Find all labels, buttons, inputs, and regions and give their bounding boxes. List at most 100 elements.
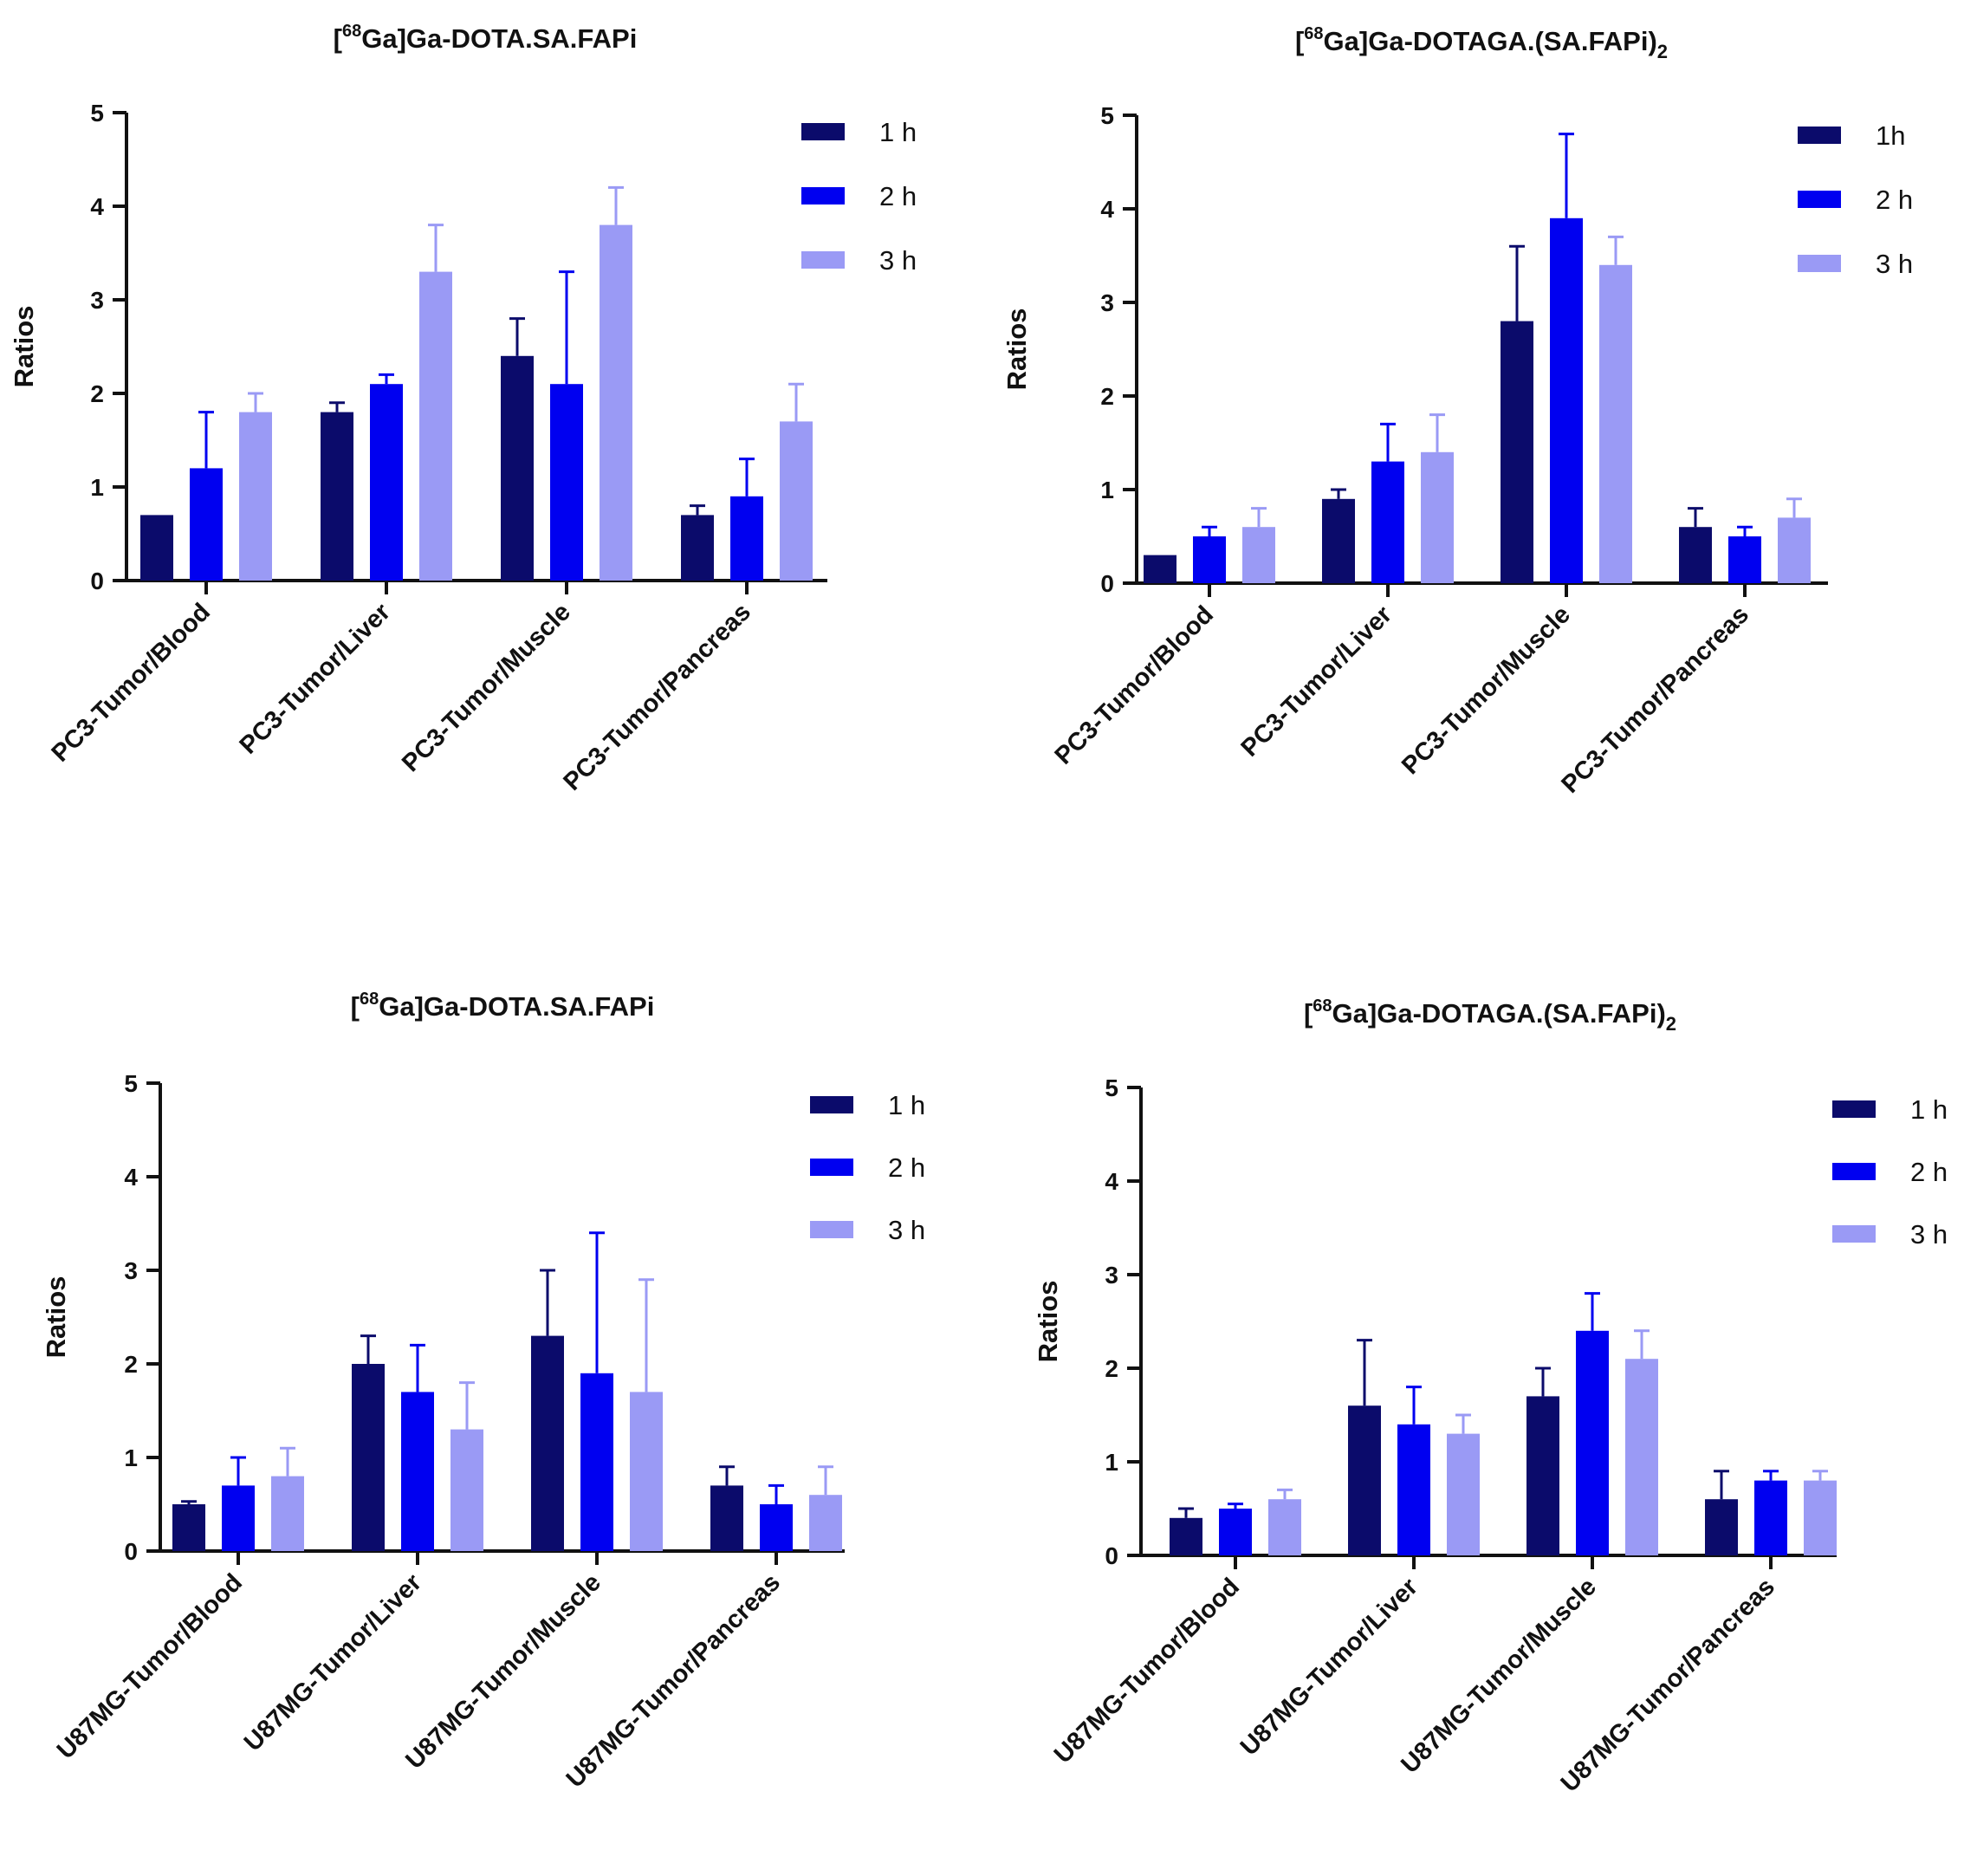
title-subscript: 2: [1666, 1013, 1676, 1035]
legend-label: 3 h: [1876, 249, 1913, 279]
title-subscript: 2: [1657, 41, 1668, 62]
bar: [450, 1429, 483, 1551]
legend-label: 2 h: [1876, 185, 1913, 215]
x-category-label: U87MG-Tumor/Muscle: [1396, 1573, 1602, 1779]
x-category-label: PC3-Tumor/Liver: [235, 598, 396, 759]
title-bracket: [: [1295, 26, 1304, 56]
legend-swatch: [1798, 191, 1841, 208]
bar: [1397, 1424, 1430, 1555]
bar: [780, 421, 813, 581]
x-category-label: PC3-Tumor/Pancreas: [558, 598, 756, 796]
bar: [172, 1504, 205, 1551]
bar: [1371, 461, 1404, 583]
bar: [1754, 1480, 1787, 1555]
bar: [419, 271, 452, 581]
bar: [1219, 1509, 1252, 1555]
bar: [630, 1392, 663, 1551]
y-tick-label: 5: [1100, 102, 1114, 129]
bar: [1679, 527, 1712, 583]
legend-swatch: [810, 1221, 853, 1238]
x-category-label: U87MG-Tumor/Blood: [52, 1568, 248, 1764]
x-category-label: U87MG-Tumor/Liver: [239, 1568, 427, 1756]
x-category-label: PC3-Tumor/Muscle: [1397, 600, 1576, 780]
bar: [1625, 1359, 1658, 1555]
bar: [321, 412, 353, 581]
bar: [1193, 536, 1226, 583]
x-category-label: PC3-Tumor/Muscle: [397, 598, 576, 777]
y-tick-label: 3: [1105, 1262, 1118, 1289]
x-category-label: U87MG-Tumor/Pancreas: [561, 1568, 786, 1793]
bar: [1728, 536, 1761, 583]
chart-title: [68Ga]Ga-DOTAGA.(SA.FAPi)2: [1304, 996, 1676, 1035]
bar: [1778, 517, 1811, 583]
bar: [1170, 1517, 1202, 1555]
bar: [1804, 1480, 1837, 1555]
bar: [1348, 1405, 1381, 1555]
y-tick-label: 4: [1100, 196, 1114, 223]
bar: [1447, 1433, 1480, 1555]
x-category-label: U87MG-Tumor/Pancreas: [1556, 1573, 1780, 1797]
chart-u87mg-dota-sa-fapi: [68Ga]Ga-DOTA.SA.FAPi 0 1 2 3 4 5 Ratios U87MG-T…: [41, 990, 925, 1794]
y-axis-label: Ratios: [1033, 1281, 1063, 1363]
y-tick-label: 1: [90, 474, 104, 501]
title-main: Ga]Ga-DOTAGA.(SA.FAPi): [1324, 26, 1657, 56]
legend-swatch: [810, 1159, 853, 1176]
y-axis-label: Ratios: [1001, 308, 1032, 391]
x-category-label: PC3-Tumor/Blood: [47, 598, 216, 767]
x-category-label: U87MG-Tumor/Muscle: [400, 1568, 606, 1775]
y-tick-label: 2: [124, 1351, 138, 1378]
bar: [271, 1476, 304, 1551]
title-bracket: [: [1304, 998, 1313, 1029]
title-main: Ga]Ga-DOTAGA.(SA.FAPi): [1332, 998, 1666, 1029]
legend-label: 1h: [1876, 120, 1905, 151]
y-axis-label: Ratios: [41, 1276, 71, 1359]
x-category-label: PC3-Tumor/Pancreas: [1556, 600, 1754, 799]
y-tick-label: 4: [124, 1164, 138, 1191]
y-tick-label: 2: [90, 380, 104, 407]
title-superscript: 68: [1313, 996, 1332, 1016]
legend-swatch: [1832, 1225, 1876, 1243]
chart-title: [68Ga]Ga-DOTA.SA.FAPi: [334, 22, 638, 54]
bar: [1501, 321, 1533, 583]
y-tick-label: 0: [90, 568, 104, 594]
legend-swatch: [1832, 1163, 1876, 1180]
bar: [809, 1495, 842, 1551]
x-category-label: U87MG-Tumor/Liver: [1235, 1573, 1423, 1761]
bar: [1599, 264, 1632, 583]
bar: [580, 1373, 613, 1551]
legend-label: 3 h: [888, 1215, 925, 1245]
legend-label: 1 h: [888, 1090, 925, 1120]
chart-pc3-dotaga-sa-fapi-2: [68Ga]Ga-DOTAGA.(SA.FAPi)2012345RatiosPC…: [1001, 24, 1913, 799]
y-tick-label: 2: [1100, 383, 1114, 410]
bar: [1550, 217, 1583, 584]
legend-label: 1 h: [879, 117, 917, 147]
bar: [760, 1504, 793, 1551]
bar: [710, 1485, 743, 1551]
bar: [600, 224, 632, 581]
bar: [1242, 527, 1275, 583]
title-superscript: 68: [1304, 24, 1323, 43]
bar: [501, 355, 534, 581]
y-tick-label: 1: [1105, 1449, 1118, 1476]
bar: [730, 496, 763, 581]
y-tick-label: 1: [1100, 477, 1114, 503]
bar: [1705, 1499, 1738, 1555]
bar: [531, 1335, 564, 1551]
legend-swatch: [801, 251, 845, 269]
chart-u87mg-dotaga-sa-fapi-2: [68Ga]Ga-DOTAGA.(SA.FAPi)2012345RatiosU8…: [1033, 996, 1948, 1798]
chart-title: [68Ga]Ga-DOTA.SA.FAPi: [351, 990, 655, 1022]
y-tick-label: 1: [124, 1444, 138, 1471]
y-tick-label: 5: [1105, 1074, 1118, 1101]
bar: [239, 412, 272, 581]
title-superscript: 68: [342, 22, 361, 41]
bar: [1421, 451, 1454, 583]
bar: [1268, 1499, 1301, 1555]
chart-title: [68Ga]Ga-DOTAGA.(SA.FAPi)2: [1295, 24, 1668, 62]
y-axis-label: Ratios: [9, 306, 39, 388]
y-tick-label: 5: [124, 1070, 138, 1097]
title-superscript: 68: [360, 990, 379, 1009]
x-category-label: PC3-Tumor/Liver: [1236, 600, 1397, 762]
x-category-label: U87MG-Tumor/Blood: [1049, 1573, 1245, 1769]
title-main: Ga]Ga-DOTA.SA.FAPi: [379, 991, 654, 1022]
bar: [1576, 1330, 1609, 1555]
